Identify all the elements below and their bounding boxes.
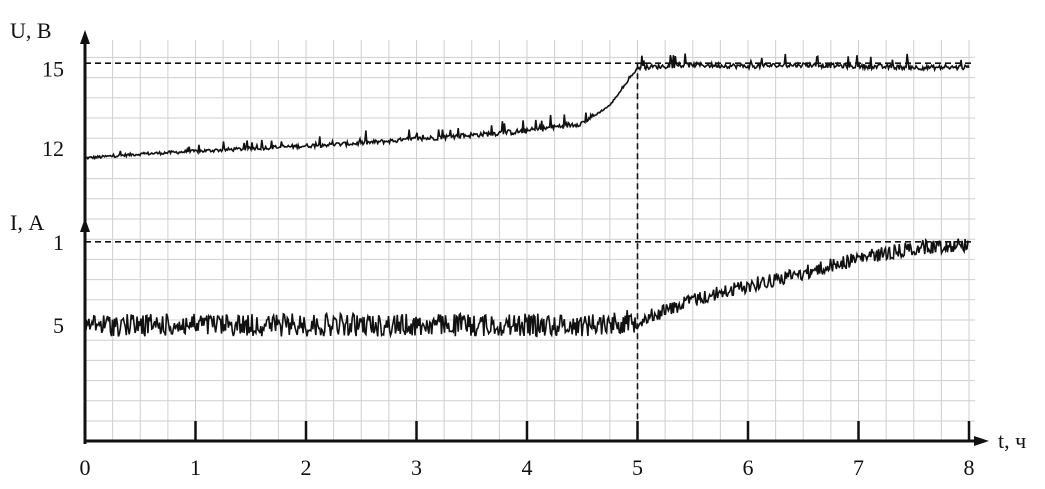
x-tick-label: 5 (632, 455, 643, 480)
voltage-tick-label: 15 (42, 57, 64, 82)
axes (80, 30, 989, 446)
current-series-line (84, 237, 970, 339)
current-tick-label: 1 (53, 230, 64, 255)
current-axis-arrow (80, 218, 90, 232)
grid (84, 40, 975, 441)
voltage-axis-arrow (80, 30, 90, 44)
voltage-axis-title: U, В (10, 18, 52, 43)
voltage-tick-label: 12 (42, 136, 64, 161)
x-tick-label: 0 (80, 455, 91, 480)
x-tick-label: 2 (301, 455, 312, 480)
voltage-series-line (84, 53, 970, 161)
x-tick-label: 7 (853, 455, 864, 480)
x-tick-label: 6 (743, 455, 754, 480)
time-axis-title: t, ч (998, 428, 1026, 453)
current-tick-label: 5 (53, 313, 64, 338)
x-axis-arrow (974, 436, 989, 446)
reference-lines (85, 62, 975, 441)
x-tick-label: 4 (522, 455, 533, 480)
x-tick-label: 8 (964, 455, 975, 480)
x-tick-label: 1 (190, 455, 201, 480)
x-tick-label: 3 (411, 455, 422, 480)
current-axis-title: I, А (10, 210, 44, 235)
series-layer (84, 53, 970, 339)
